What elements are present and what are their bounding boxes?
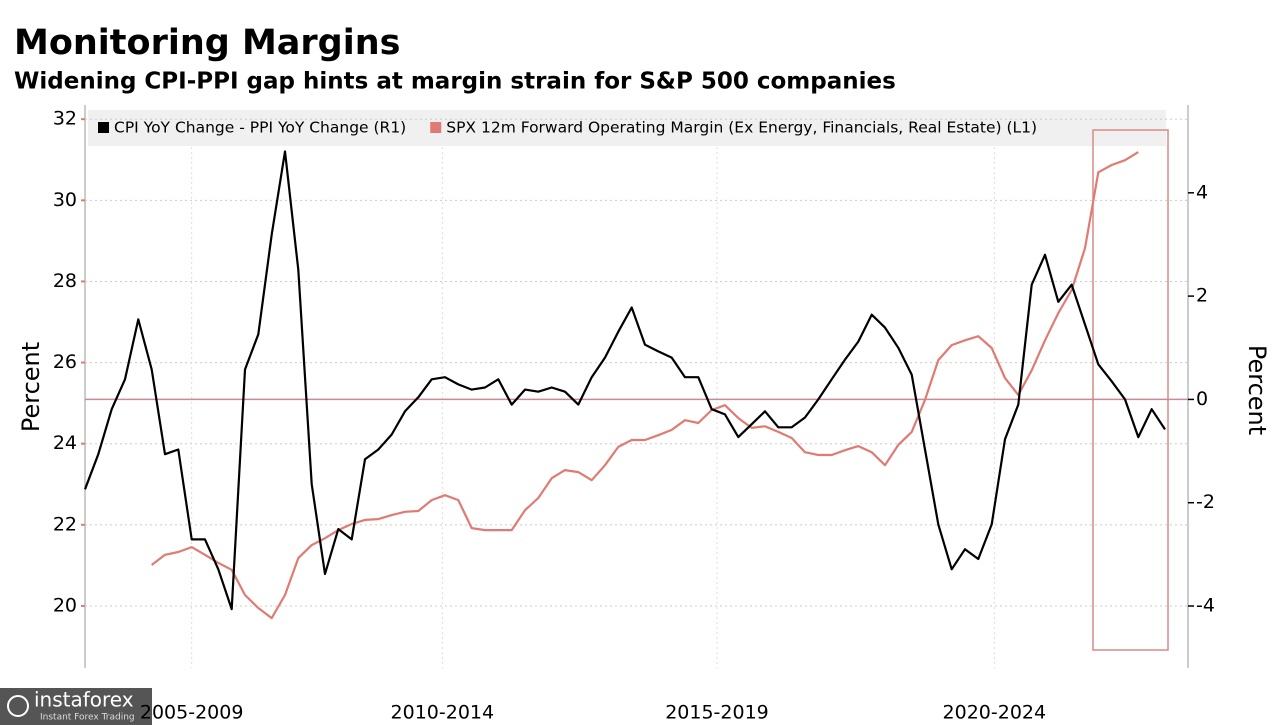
y2-tick-label: 4 — [1196, 181, 1208, 203]
legend-swatch — [430, 122, 442, 133]
y-tick-label: 22 — [53, 513, 77, 535]
y-tick-label: 24 — [53, 432, 77, 454]
watermark-box — [0, 688, 152, 725]
y-tick-label: 32 — [53, 108, 77, 130]
x-tick-label: 2020-2024 — [943, 702, 1047, 724]
x-tick-label: 2005-2009 — [140, 702, 244, 724]
y2-tick-label: -2 — [1196, 491, 1215, 513]
chart-subtitle: Widening CPI-PPI gap hints at margin str… — [14, 69, 896, 95]
y2-tick-label: 0 — [1196, 388, 1208, 410]
series-line — [83, 150, 1166, 611]
legend-box — [88, 110, 1166, 146]
legend-swatch — [98, 122, 109, 133]
x-tick-label: 2010-2014 — [391, 702, 495, 724]
y2-tick-label: -4 — [1196, 595, 1215, 617]
y-tick-label: 20 — [53, 594, 77, 616]
y-axis-title: Percent — [17, 342, 45, 432]
series-line — [151, 151, 1139, 620]
y-tick-label: 26 — [53, 351, 77, 373]
y-tick-label: 28 — [53, 270, 77, 292]
y-tick-label: 30 — [53, 189, 77, 211]
watermark-name: instaforex — [34, 688, 134, 712]
y2-tick-label: 2 — [1196, 285, 1208, 307]
y2-axis-title: Percent — [1243, 345, 1271, 435]
legend-label: CPI YoY Change - PPI YoY Change (R1) — [114, 119, 406, 137]
legend-label: SPX 12m Forward Operating Margin (Ex Ene… — [446, 119, 1037, 137]
x-tick-label: 2015-2019 — [665, 702, 769, 724]
watermark-icon — [7, 695, 29, 717]
watermark-tagline: Instant Forex Trading — [40, 713, 135, 723]
chart-title: Monitoring Margins — [14, 23, 401, 63]
highlight-box — [1092, 129, 1169, 651]
